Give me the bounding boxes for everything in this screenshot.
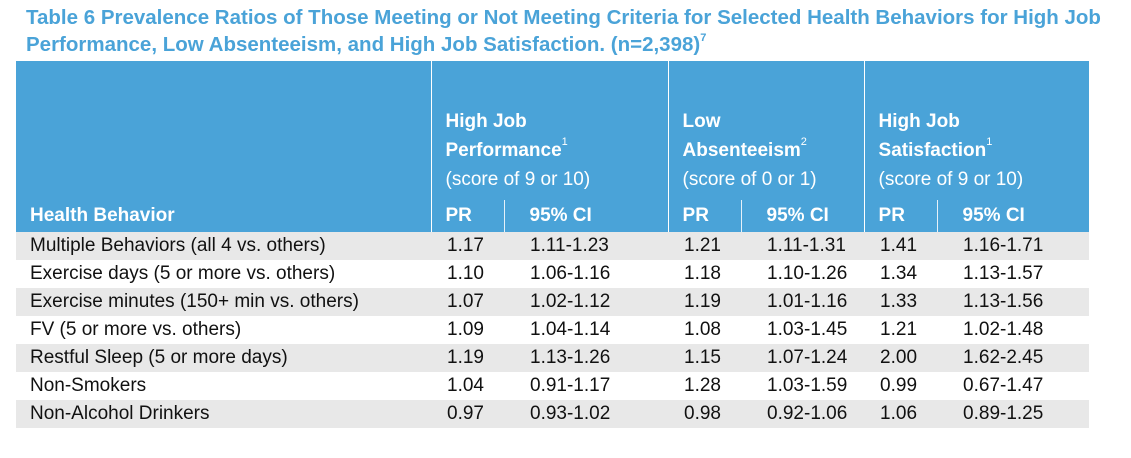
ci-cell: 1.04-1.14 bbox=[504, 316, 669, 344]
behavior-cell: Exercise days (5 or more vs. others) bbox=[16, 260, 431, 288]
group-line3: (score of 9 or 10) bbox=[878, 169, 1024, 190]
ci-cell: 1.07-1.24 bbox=[741, 344, 865, 372]
ci-cell: 1.13-1.26 bbox=[504, 344, 669, 372]
pr-cell: 1.34 bbox=[864, 260, 938, 288]
group-header-performance: High Job Performance1 (score of 9 or 10) bbox=[430, 61, 669, 200]
ci-cell: 1.13-1.57 bbox=[937, 260, 1090, 288]
pr-cell: 0.97 bbox=[431, 400, 504, 428]
pr-cell: 1.10 bbox=[431, 260, 504, 288]
ci-cell: 0.92-1.06 bbox=[741, 400, 865, 428]
ci-cell: 0.67-1.47 bbox=[937, 372, 1090, 400]
ci-cell: 1.11-1.23 bbox=[504, 232, 669, 260]
pr-cell: 0.98 bbox=[668, 400, 742, 428]
group-line3: (score of 9 or 10) bbox=[445, 169, 591, 190]
ci-cell: 0.89-1.25 bbox=[937, 400, 1090, 428]
group-line1: High Job bbox=[445, 111, 527, 132]
table-title: Table 6 Prevalence Ratios of Those Meeti… bbox=[26, 4, 1126, 58]
behavior-cell: Non-Alcohol Drinkers bbox=[16, 400, 431, 428]
behavior-cell: FV (5 or more vs. others) bbox=[16, 316, 431, 344]
prevalence-table: High Job Performance1 (score of 9 or 10)… bbox=[16, 61, 1090, 428]
column-header-pr: PR bbox=[667, 200, 742, 232]
pr-cell: 1.07 bbox=[431, 288, 504, 316]
table-row: Exercise days (5 or more vs. others) 1.10… bbox=[16, 260, 1090, 288]
group-header-row: High Job Performance1 (score of 9 or 10)… bbox=[16, 61, 1090, 200]
column-header-pr: PR bbox=[863, 200, 938, 232]
pr-cell: 1.33 bbox=[864, 288, 938, 316]
table-row: FV (5 or more vs. others) 1.09 1.04-1.14 1.… bbox=[16, 316, 1090, 344]
column-header-pr: PR bbox=[430, 200, 504, 232]
group-footnote: 2 bbox=[800, 136, 807, 148]
ci-cell: 0.93-1.02 bbox=[504, 400, 669, 428]
behavior-cell: Non-Smokers bbox=[16, 372, 431, 400]
pr-cell: 0.99 bbox=[864, 372, 938, 400]
group-footnote: 1 bbox=[561, 136, 568, 148]
table-title-text: Table 6 Prevalence Ratios of Those Meeti… bbox=[26, 6, 1101, 56]
pr-cell: 1.09 bbox=[431, 316, 504, 344]
column-header-ci: 95% CI bbox=[740, 200, 865, 232]
pr-cell: 1.21 bbox=[668, 232, 742, 260]
column-header-behavior: Health Behavior bbox=[16, 200, 431, 232]
pr-cell: 1.21 bbox=[864, 316, 938, 344]
group-footnote: 1 bbox=[986, 136, 993, 148]
pr-cell: 1.28 bbox=[668, 372, 742, 400]
ci-cell: 1.10-1.26 bbox=[741, 260, 865, 288]
ci-cell: 1.13-1.56 bbox=[937, 288, 1090, 316]
pr-cell: 1.41 bbox=[864, 232, 938, 260]
pr-cell: 1.04 bbox=[431, 372, 504, 400]
behavior-cell: Restful Sleep (5 or more days) bbox=[16, 344, 431, 372]
table-row: Exercise minutes (150+ min vs. others) 1.… bbox=[16, 288, 1090, 316]
table-row: Multiple Behaviors (all 4 vs. others) 1.1… bbox=[16, 232, 1090, 260]
table-body: Multiple Behaviors (all 4 vs. others) 1.1… bbox=[16, 232, 1090, 428]
ci-cell: 1.03-1.45 bbox=[741, 316, 865, 344]
ci-cell: 1.02-1.12 bbox=[504, 288, 669, 316]
title-footnote: 7 bbox=[700, 32, 707, 44]
group-header-satisfaction: High Job Satisfaction1 (score of 9 or 10… bbox=[863, 61, 1090, 200]
pr-cell: 1.15 bbox=[668, 344, 742, 372]
group-line3: (score of 0 or 1) bbox=[682, 169, 817, 190]
pr-cell: 1.17 bbox=[431, 232, 504, 260]
ci-cell: 1.62-2.45 bbox=[937, 344, 1090, 372]
pr-cell: 1.08 bbox=[668, 316, 742, 344]
pr-cell: 1.19 bbox=[668, 288, 742, 316]
ci-cell: 1.03-1.59 bbox=[741, 372, 865, 400]
pr-cell: 2.00 bbox=[864, 344, 938, 372]
column-header-ci: 95% CI bbox=[503, 200, 669, 232]
group-line1: High Job bbox=[878, 111, 960, 132]
group-line1: Low bbox=[682, 111, 721, 132]
column-header-row: Health Behavior PR 95% CI PR 95% CI PR 9… bbox=[16, 200, 1090, 232]
header-blank bbox=[16, 61, 431, 200]
group-header-absenteeism: Low Absenteeism2 (score of 0 or 1) bbox=[667, 61, 865, 200]
table-row: Restful Sleep (5 or more days) 1.19 1.13-1… bbox=[16, 344, 1090, 372]
table-row: Non-Smokers 1.04 0.91-1.17 1.28 1.03-1.59 0.9… bbox=[16, 372, 1090, 400]
pr-cell: 1.18 bbox=[668, 260, 742, 288]
ci-cell: 1.11-1.31 bbox=[741, 232, 865, 260]
behavior-cell: Exercise minutes (150+ min vs. others) bbox=[16, 288, 431, 316]
pr-cell: 1.06 bbox=[864, 400, 938, 428]
ci-cell: 1.01-1.16 bbox=[741, 288, 865, 316]
column-header-ci: 95% CI bbox=[936, 200, 1090, 232]
group-line2: Absenteeism bbox=[682, 140, 801, 161]
ci-cell: 1.16-1.71 bbox=[937, 232, 1090, 260]
ci-cell: 0.91-1.17 bbox=[504, 372, 669, 400]
behavior-cell: Multiple Behaviors (all 4 vs. others) bbox=[16, 232, 431, 260]
group-line2: Satisfaction bbox=[878, 140, 987, 161]
group-line2: Performance bbox=[445, 140, 562, 161]
pr-cell: 1.19 bbox=[431, 344, 504, 372]
table-row: Non-Alcohol Drinkers 0.97 0.93-1.02 0.98 0.9… bbox=[16, 400, 1090, 428]
ci-cell: 1.06-1.16 bbox=[504, 260, 669, 288]
ci-cell: 1.02-1.48 bbox=[937, 316, 1090, 344]
